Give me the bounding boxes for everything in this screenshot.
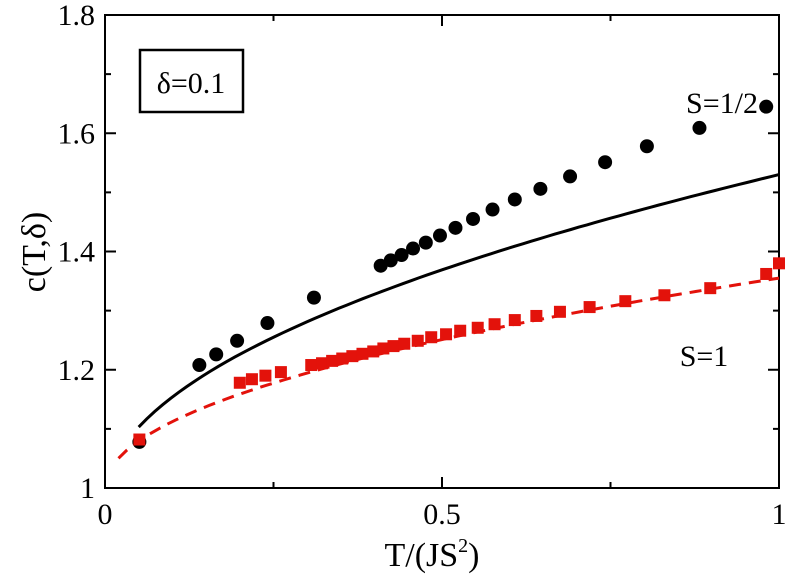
x-tick-label: 0 — [98, 498, 113, 531]
circle-marker — [563, 169, 578, 184]
square-marker — [440, 328, 453, 341]
square-marker — [316, 357, 329, 370]
circle-marker — [230, 333, 245, 348]
square-marker — [346, 350, 359, 363]
square-marker — [411, 334, 424, 347]
y-tick-label: 1 — [80, 472, 95, 505]
square-marker — [704, 282, 717, 295]
axis-ticks: 0 0.5 1 1 1.2 1.4 1.6 1.8 — [58, 0, 787, 531]
circle-marker — [507, 192, 522, 207]
fit-curve — [137, 173, 780, 429]
square-marker — [773, 257, 785, 270]
legend-label: δ=0.1 — [157, 67, 226, 100]
fit-curves — [117, 173, 780, 460]
circle-marker — [192, 358, 207, 373]
y-tick-label: 1.4 — [58, 236, 96, 269]
circle-marker — [406, 241, 421, 256]
square-marker — [488, 318, 501, 331]
plot-area: 0 0.5 1 1 1.2 1.4 1.6 1.8 — [58, 0, 787, 531]
circle-marker — [692, 120, 707, 135]
circle-marker — [485, 202, 500, 217]
legend-box: δ=0.1 — [138, 48, 245, 114]
square-marker — [259, 369, 272, 382]
square-marker — [760, 267, 773, 280]
circle-marker — [639, 139, 654, 154]
circle-marker — [533, 181, 548, 196]
square-marker — [471, 321, 484, 334]
square-marker — [245, 373, 258, 386]
circle-marker — [418, 235, 433, 250]
y-tick-label: 1.6 — [58, 117, 96, 150]
square-marker — [356, 347, 369, 360]
square-marker — [326, 354, 339, 367]
square-marker — [387, 340, 400, 353]
x-tick-label: 0.5 — [423, 498, 461, 531]
annotation-s-one: S=1 — [680, 340, 729, 373]
square-marker — [553, 305, 566, 318]
circle-marker — [598, 155, 613, 170]
square-marker — [133, 433, 146, 446]
square-marker — [233, 376, 246, 389]
y-axis-label: c(T,δ) — [16, 212, 53, 293]
square-marker — [377, 342, 390, 355]
square-marker — [454, 324, 467, 337]
square-marker — [508, 314, 521, 327]
circle-marker — [759, 99, 774, 114]
circle-marker — [448, 220, 463, 235]
square-marker — [367, 345, 380, 358]
circle-marker — [394, 248, 409, 263]
circle-marker — [383, 253, 398, 268]
square-marker — [658, 289, 671, 302]
square-marker — [425, 331, 438, 344]
circle-marker — [306, 290, 321, 305]
legend-frame — [138, 48, 245, 114]
square-marker — [274, 366, 287, 379]
circle-marker — [260, 316, 275, 331]
y-tick-label: 1.8 — [58, 0, 96, 32]
data-markers — [132, 99, 785, 449]
circle-marker — [466, 211, 481, 226]
square-marker — [336, 352, 349, 365]
x-tick-label: 1 — [772, 498, 787, 531]
square-marker — [305, 359, 318, 372]
x-axis-label: T/(JS2) — [384, 535, 479, 574]
circle-marker — [432, 228, 447, 243]
square-marker — [583, 301, 596, 314]
square-marker — [619, 295, 632, 308]
y-tick-label: 1.2 — [58, 354, 96, 387]
fit-curve — [117, 276, 780, 460]
annotation-s-half: S=1/2 — [686, 87, 758, 120]
square-marker — [530, 309, 543, 322]
circle-marker — [209, 347, 224, 362]
square-marker — [398, 337, 411, 350]
